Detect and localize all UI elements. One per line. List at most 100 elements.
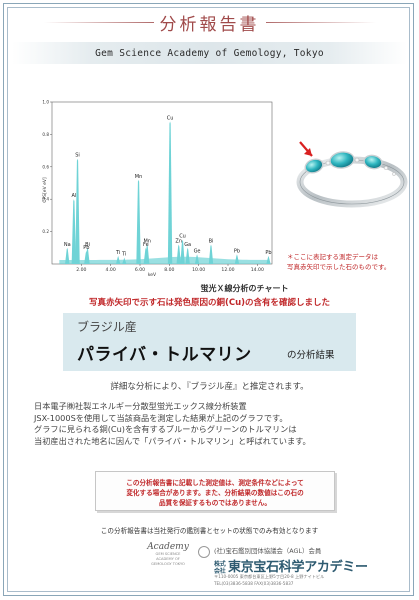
disclaimer-line: この分析報告書に記載した測定値は、測定条件などによって: [126, 479, 304, 487]
y-tick-label: 0.8: [42, 132, 49, 137]
peak-label: Si: [75, 153, 80, 159]
academy-logo-subtext: ACADEMY OF: [156, 557, 180, 561]
academy-logo-subtext: GEM SCIENCE: [155, 552, 181, 556]
peak-label: Pb: [265, 250, 271, 256]
peak-label: Pb: [83, 245, 89, 251]
peak-label: Cu: [167, 115, 174, 121]
y-tick-label: 0.2: [42, 229, 49, 234]
x-tick-label: 4.00: [106, 267, 116, 273]
peak-label: Zn: [175, 239, 182, 245]
peak-label: Mn: [143, 239, 150, 245]
chart-plot-frame: [51, 101, 273, 265]
page-title: 分析報告書: [159, 14, 260, 35]
description-line: 当初産出された地名に因んで「パライバ・トルマリン」と呼ばれています。: [34, 435, 311, 446]
ring-photo: [296, 141, 408, 208]
x-tick-label: 14.00: [251, 267, 264, 273]
photo-note-line: 写真赤矢印で示した石のものです。: [287, 263, 391, 271]
disclaimer-line: 変化する場合があります。また、分析結果の数値はこの石の: [126, 489, 304, 497]
peak-label: Ti: [115, 250, 120, 256]
peak-label: Bi: [209, 239, 214, 245]
peak-label: Cu: [179, 234, 186, 240]
title-rule-right: [265, 21, 376, 23]
stone-right: [363, 154, 383, 170]
academy-logo-text: Academy: [147, 542, 189, 552]
spectrum-peak: [84, 251, 89, 264]
x-axis-label: keV: [148, 272, 157, 278]
peak-label: Na: [64, 242, 71, 248]
y-axis-label: CPS[eV eV]: [42, 177, 48, 203]
y-tick-label: 0.4: [42, 197, 49, 202]
page-border: [3, 3, 414, 596]
description-line: グラフに見られる銅(Cu)を含有するブルーからグリーンのトルマリンは: [34, 424, 297, 434]
description-line: 日本電子㈱社製エネルギー分散型蛍光エックス線分析装置: [34, 401, 247, 411]
x-tick-label: 10.00: [192, 267, 205, 273]
description-line: JSX-1000Sを使用して当該商品を測定した結果が上記のグラフです。: [34, 412, 288, 423]
title-rule-left: [43, 21, 154, 23]
association-membership: (社)宝石鑑別団体協議会（AGL）会員: [214, 547, 322, 555]
validity-note: この分析報告書は当社発行の鑑別書とセットの状態でのみ有効となります: [100, 527, 319, 535]
spectrum-peak: [194, 254, 200, 264]
spectrum-peak: [122, 257, 127, 264]
peak-label: Ti: [121, 252, 126, 258]
analysis-description: 日本電子㈱社製エネルギー分散型蛍光エックス線分析装置 JSX-1000Sを使用し…: [34, 401, 394, 447]
diamond-accent: [354, 157, 360, 163]
spectrum-peak: [65, 247, 70, 264]
peak-label: Ge: [194, 248, 201, 254]
academy-logo-subtext: GEMOLOGY TOKYO: [151, 562, 185, 566]
organization-band: Gem Science Academy of Gemology, Tokyo: [12, 42, 407, 64]
peak-label: Fe: [143, 242, 149, 248]
peak-label: Pb: [234, 248, 240, 254]
gem-name: パライバ・トルマリン: [77, 345, 252, 365]
chart-caption: 蛍光Ｘ線分析のチャート: [0, 283, 419, 294]
x-tick-label: 12.00: [221, 267, 234, 273]
y-tick-label: 1.0: [42, 100, 49, 105]
company-address: 〒110-0005 東京都台東区上野5丁目20-8 上野ナイトビル: [214, 574, 325, 579]
x-tick-label: 6.00: [135, 267, 145, 273]
result-box: ブラジル産 パライバ・トルマリン の分析結果: [63, 313, 356, 371]
x-ticks: 2.00 4.00 6.00 8.00 10.00 12.00 14.00: [76, 264, 264, 273]
photo-note: ＊ここに表記する測定データは 写真赤矢印で示した石のものです。: [287, 252, 412, 272]
y-tick-label: 0.6: [42, 164, 49, 169]
title-banner: 分析報告書: [0, 8, 419, 36]
spectrum-peak: [143, 247, 149, 264]
photo-note-line: ＊ここに表記する測定データは: [287, 253, 378, 261]
spectrum-peak: [115, 255, 121, 264]
red-arrow-head-icon: [304, 148, 312, 156]
spectrum-peak: [75, 158, 80, 264]
diamond-accent: [383, 166, 388, 171]
y-ticks: 1.0 0.8 0.6 0.4 0.2: [42, 100, 52, 234]
page-border-inner: [7, 7, 410, 592]
spectrum-background: [59, 256, 271, 264]
disclaimer-box: この分析報告書に記載した測定値は、測定条件などによって 変化する場合があります。…: [95, 471, 335, 511]
agl-seal-icon: [198, 546, 210, 558]
spectrum-peak: [180, 239, 185, 264]
peak-label: Mn: [135, 174, 142, 180]
peak-label: Bi: [85, 242, 90, 248]
spectrum-peak: [185, 247, 190, 264]
presumed-origin-text: 詳細な分析により、『ブラジル産』と推定されます。: [110, 382, 309, 392]
spectrum-peak: [176, 244, 181, 264]
stone-left: [304, 158, 324, 174]
spectrum-peak: [208, 244, 214, 264]
diamond-accent: [325, 160, 331, 166]
organization-name: Gem Science Academy of Gemology, Tokyo: [95, 47, 324, 59]
origin-label: ブラジル産: [77, 320, 137, 334]
spectrum-peak: [71, 199, 77, 264]
company-phone: TEL(03)3836-5838 FAX(03)3836-5837: [214, 581, 294, 586]
academy-logo: Academy GEM SCIENCE ACADEMY OF GEMOLOGY …: [138, 542, 198, 567]
x-tick-label: 8.00: [164, 267, 174, 273]
stone-center: [329, 151, 355, 169]
diamond-accent: [392, 172, 396, 176]
company-name-text: 東京宝石科学アカデミー: [228, 560, 368, 575]
spectrum-peak: [167, 121, 173, 264]
chart-caption-text: 蛍光Ｘ線分析のチャート: [200, 284, 289, 293]
spectrum-peak: [136, 179, 141, 264]
company-name: 株式会社 東京宝石科学アカデミー: [214, 556, 368, 575]
peak-label: Ga: [184, 242, 191, 248]
peak-label: Al: [71, 193, 76, 199]
disclaimer-line: 品質を保証するものではありません。: [159, 499, 271, 507]
x-tick-label: 2.00: [76, 267, 86, 273]
spectrum-peak: [266, 255, 271, 264]
